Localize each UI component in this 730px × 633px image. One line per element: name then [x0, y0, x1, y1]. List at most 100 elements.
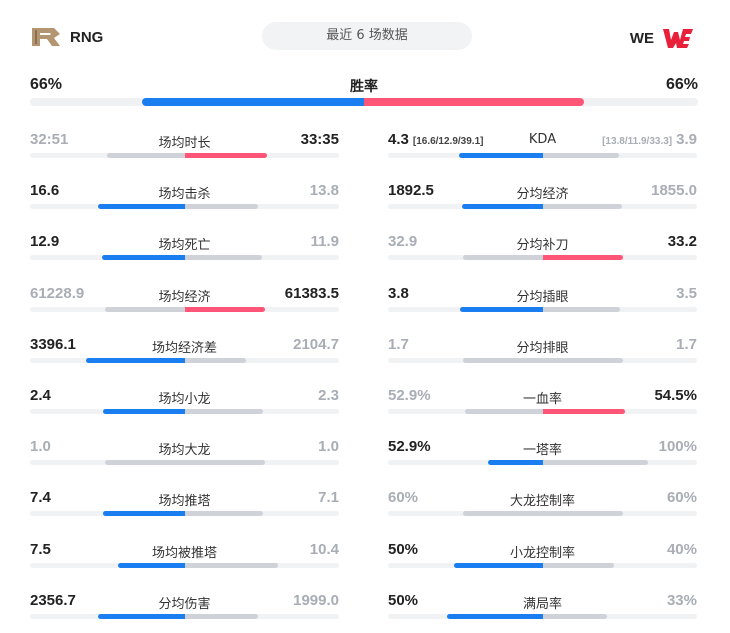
- stat-right-value: 1.0: [318, 438, 339, 455]
- stat-right-bar: [184, 563, 278, 568]
- stat-right-sub: [13.8/11.9/33.3]: [602, 136, 673, 147]
- stat-left-value: 3396.1: [30, 336, 76, 353]
- stat-right-value: 11.9: [311, 233, 339, 250]
- stat-label: 小龙控制率: [509, 546, 575, 561]
- stat-right-bar: [542, 409, 625, 414]
- recent-matches-pill[interactable]: 最近 6 场数据: [262, 22, 472, 50]
- stat-left-main: 4.3: [388, 131, 409, 148]
- stat-left-bar: [462, 255, 543, 260]
- stat-right-main: 11.9: [310, 233, 339, 250]
- stat-label: 场均被推塔: [151, 546, 217, 561]
- stat-right-bar: [184, 358, 246, 363]
- stat-right-bar: [184, 511, 263, 516]
- stat-right-value: 33%: [667, 592, 697, 609]
- stat-left-bar: [461, 204, 543, 209]
- stat-left-value: 50%: [388, 541, 418, 558]
- stat-label: KDA: [528, 132, 557, 147]
- stat-left-main: 2356.7: [30, 592, 76, 609]
- stat-row: 50% 满局率 33%: [388, 592, 697, 632]
- stat-left-bar: [453, 563, 543, 568]
- stat-label: 满局率: [522, 597, 562, 612]
- stat-right-value: 33:35: [301, 131, 339, 148]
- win-rate-row: 66% 胜率 66%: [30, 74, 698, 108]
- stat-row: 12.9 场均死亡 11.9: [30, 233, 339, 273]
- stat-label: 一塔率: [522, 443, 562, 458]
- stat-left-sub: [16.6/12.9/39.1]: [412, 136, 484, 147]
- stat-left-main: 3.8: [388, 285, 409, 302]
- stat-left-value: 32.9: [388, 233, 417, 250]
- stat-right-bar: [542, 153, 619, 158]
- stat-right-value: 13.8: [310, 182, 339, 199]
- stat-right-main: 1855.0: [651, 182, 697, 199]
- stat-left-value: 61228.9: [30, 285, 84, 302]
- stat-label: 分均经济: [516, 187, 569, 202]
- stat-right-value: 61383.5: [285, 285, 339, 302]
- stat-left-main: 16.6: [30, 182, 60, 199]
- stat-left-value: 52.9%: [388, 438, 431, 455]
- stat-left-bar: [462, 511, 543, 516]
- right-win-rate-bar: [364, 98, 584, 106]
- stat-right-main: 60%: [666, 489, 697, 506]
- stat-left-main: 52.9%: [388, 438, 431, 455]
- stat-right-value: 10.4: [310, 541, 339, 558]
- stat-left-main: 60%: [388, 489, 419, 506]
- stat-left-value: 12.9: [30, 233, 59, 250]
- stat-right-main: 2104.7: [293, 336, 339, 353]
- rng-logo-icon: [30, 26, 64, 48]
- stat-right-bar: [184, 307, 265, 312]
- stat-row: 16.6 场均击杀 13.8: [30, 182, 339, 222]
- stat-right-main: 7.1: [318, 489, 339, 506]
- stat-label: 一血率: [522, 392, 562, 407]
- stat-left-bar: [101, 255, 185, 260]
- stat-left-bar: [102, 511, 185, 516]
- stat-left-main: 7.5: [30, 541, 51, 558]
- stat-right-value: 2.3: [318, 387, 339, 404]
- stat-right-main: 1.0: [318, 438, 339, 455]
- left-win-rate-bar: [142, 98, 364, 106]
- stat-left-value: 2.4: [30, 387, 51, 404]
- stat-row: 61228.9 场均经济 61383.5: [30, 285, 339, 325]
- stat-left-value: 7.4: [30, 489, 51, 506]
- left-team-name: RNG: [70, 28, 104, 46]
- stat-left-value: 4.3 [16.6/12.9/39.1]: [388, 131, 483, 148]
- stat-left-value: 1.7: [388, 336, 409, 353]
- stat-right-main: 13.8: [309, 182, 339, 199]
- stat-label: 场均死亡: [158, 238, 211, 253]
- stat-right-main: 3.5: [676, 285, 697, 302]
- stat-label: 场均推塔: [158, 494, 211, 509]
- stat-right-main: 1999.0: [293, 592, 339, 609]
- stat-row: 52.9% 一塔率 100%: [388, 438, 697, 478]
- stat-right-main: 33%: [666, 592, 697, 609]
- stat-left-main: 7.4: [30, 489, 51, 506]
- right-win-rate: 66%: [665, 76, 698, 93]
- stat-right-bar: [542, 204, 622, 209]
- stat-left-value: 52.9%: [388, 387, 431, 404]
- stat-left-main: 32:51: [30, 131, 69, 148]
- stat-left-bar: [102, 409, 185, 414]
- stat-right-bar: [542, 255, 623, 260]
- stat-left-value: 1892.5: [388, 182, 434, 199]
- right-team[interactable]: WE: [630, 26, 694, 50]
- stat-row: 32.9 分均补刀 33.2: [388, 233, 697, 273]
- stat-label: 场均大龙: [158, 443, 211, 458]
- stat-row: 7.4 场均推塔 7.1: [30, 489, 339, 529]
- stat-row: 7.5 场均被推塔 10.4: [30, 541, 339, 581]
- stat-right-bar: [542, 358, 623, 363]
- stat-left-main: 2.4: [30, 387, 51, 404]
- stat-right-main: 33.2: [667, 233, 697, 250]
- stat-left-bar: [446, 614, 543, 619]
- stat-right-value: 40%: [667, 541, 697, 558]
- left-team[interactable]: RNG: [30, 26, 103, 48]
- stat-right-value: 33.2: [668, 233, 697, 250]
- stat-left-main: 12.9: [30, 233, 60, 250]
- stat-right-bar: [184, 460, 265, 465]
- stat-label: 场均小龙: [158, 392, 211, 407]
- stat-right-bar: [184, 255, 262, 260]
- stat-left-value: 7.5: [30, 541, 51, 558]
- stat-left-bar: [117, 563, 185, 568]
- stat-right-value: 3.5: [676, 285, 697, 302]
- stat-left-value: 50%: [388, 592, 418, 609]
- stat-row: 4.3 [16.6/12.9/39.1] KDA [13.8/11.9/33.3] 3.…: [388, 131, 697, 171]
- stat-left-main: 32.9: [388, 233, 418, 250]
- stat-right-main: 1.7: [676, 336, 697, 353]
